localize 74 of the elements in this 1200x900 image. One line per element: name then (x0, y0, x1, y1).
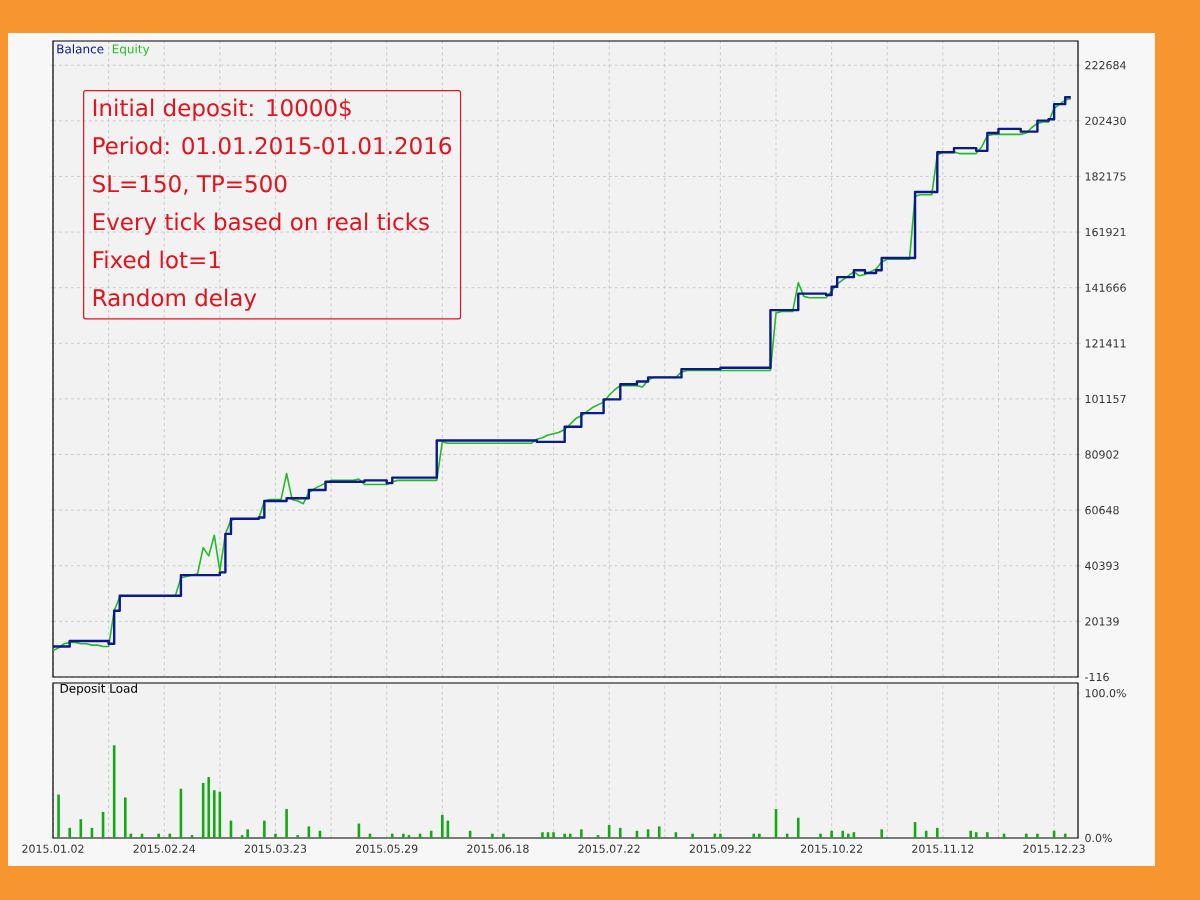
y-tick-label: 101157 (1085, 394, 1126, 404)
bar (441, 814, 444, 839)
y-tick-label: 20139 (1085, 617, 1119, 626)
x-tick-label: 2015.05.29 (356, 844, 418, 853)
bar (246, 829, 249, 839)
bar (57, 794, 60, 839)
bar (1024, 833, 1028, 839)
annotation: SL=150, TP=500 (93, 174, 287, 195)
bar (1063, 833, 1067, 839)
bar (758, 833, 761, 839)
text: Balance (57, 44, 104, 54)
bar (491, 833, 494, 839)
bar (541, 832, 544, 839)
bar (830, 830, 833, 839)
bar (212, 790, 216, 839)
chart-title: Deposit Load (60, 683, 137, 696)
y-tick-label: 40393 (1085, 561, 1119, 570)
x-tick-label: 2015.07.22 (578, 844, 640, 853)
bar (819, 833, 822, 839)
bar (502, 833, 505, 839)
bar (752, 833, 756, 839)
bar (157, 833, 160, 839)
bar (207, 777, 211, 839)
x-tick-label: 2015.06.18 (467, 844, 529, 853)
bar (285, 809, 288, 839)
bar (974, 832, 978, 839)
annotation: Initial deposit: 10000$ (93, 98, 351, 121)
bar (563, 833, 566, 839)
bar (719, 833, 722, 839)
bar (390, 833, 394, 839)
x-tick-label: 2015.11.12 (912, 844, 974, 853)
bar (402, 833, 405, 839)
bar (552, 832, 555, 839)
annotation: Every tick based on real ticks (93, 212, 429, 235)
bar (986, 832, 989, 839)
y-tick-label: 141666 (1085, 283, 1126, 292)
y-tick-label: 222684 (1085, 61, 1126, 70)
text: Equity (112, 44, 150, 56)
x-tick-label: 2015.03.23 (244, 844, 307, 853)
y-tick-label: 182175 (1085, 172, 1126, 181)
y-tick-label: 60648 (1085, 505, 1119, 515)
y-tick-label: -116 (1085, 672, 1109, 682)
annotation: Random delay (93, 288, 257, 311)
x-tick-label: 2015.01.02 (22, 844, 84, 853)
bar (936, 827, 939, 839)
bar (796, 817, 800, 839)
bar (969, 830, 972, 839)
bar (568, 833, 572, 839)
bar (1036, 833, 1039, 839)
y-tick-label: 202430 (1085, 116, 1126, 125)
bar (618, 827, 622, 839)
bar (68, 827, 71, 839)
bar (580, 829, 583, 839)
bar (296, 835, 300, 839)
y-tick-label: 161921 (1085, 227, 1126, 237)
bar (880, 829, 883, 839)
y-tick-label: 100.0% (1085, 688, 1126, 698)
bar (263, 820, 266, 839)
bar (124, 797, 127, 839)
bar (847, 833, 850, 839)
bar (274, 833, 277, 839)
x-tick-label: 2015.02.24 (133, 844, 196, 853)
y-tick-label: 80902 (1085, 450, 1119, 459)
bar (168, 833, 172, 839)
annotation: Fixed lot=1 (93, 250, 220, 269)
y-tick-label: 121411 (1085, 339, 1126, 348)
x-tick-label: 2015.12.23 (1023, 844, 1085, 853)
bar (691, 833, 694, 839)
x-tick-label: 2015.09.22 (689, 844, 751, 853)
bar (841, 830, 845, 839)
annotation: Period: 01.01.2015-01.01.2016 (93, 136, 452, 155)
x-tick-label: 2015.10.22 (800, 844, 862, 853)
bar (657, 826, 661, 839)
y-tick-label: 0.0% (1085, 833, 1112, 843)
